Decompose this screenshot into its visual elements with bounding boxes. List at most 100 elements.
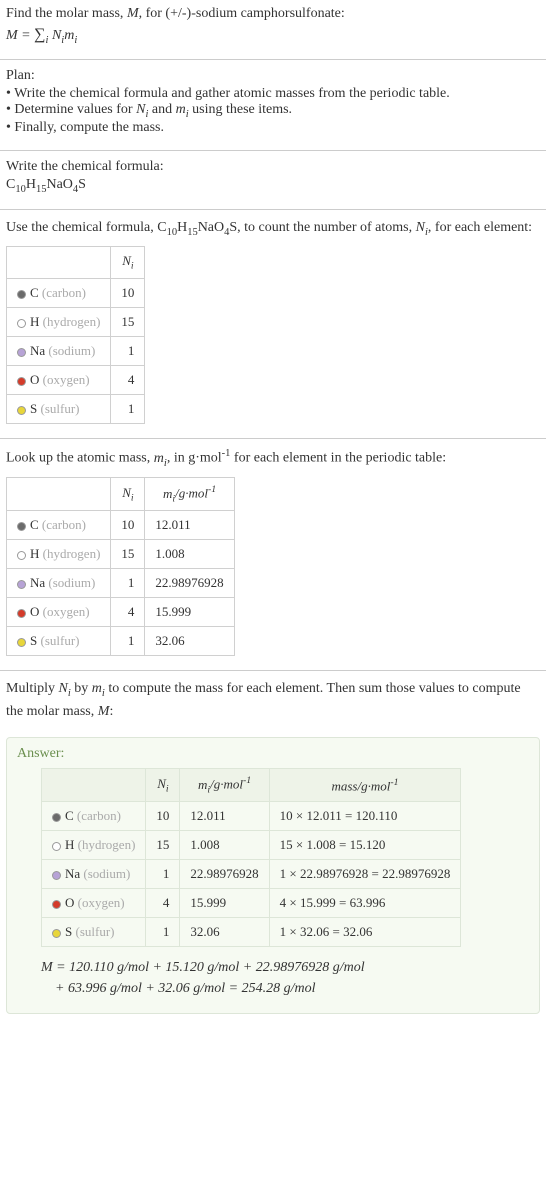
count-intro: Use the chemical formula, C10H15NaO4S, t… [6,218,540,240]
mass-calc: 1 × 22.98976928 = 22.98976928 [269,860,461,889]
element-cell: Na (sodium) [42,860,146,889]
header-section: Find the molar mass, M, for (+/-)-sodium… [0,0,546,55]
element-name: (carbon) [42,517,86,532]
ni-value: 1 [111,569,145,598]
ni-value: 1 [146,860,180,889]
element-dot-icon [17,290,26,299]
ni-value: 4 [111,598,145,627]
element-dot-icon [17,319,26,328]
mi-value: 12.011 [180,802,269,831]
ni-value: 15 [146,831,180,860]
element-name: (oxygen) [43,604,90,619]
ni-value: 1 [111,395,145,424]
element-dot-icon [52,842,61,851]
table-row: Na (sodium)122.98976928 [7,569,235,598]
element-name: (oxygen) [78,895,125,910]
element-name: (sodium) [48,575,95,590]
mass-intro: Look up the atomic mass, mi, in g·mol-1 … [6,447,540,471]
table-row: O (oxygen)415.9994 × 15.999 = 63.996 [42,889,461,918]
empty-header [42,769,146,802]
table-row: S (sulfur)132.06 [7,627,235,656]
element-cell: H (hydrogen) [7,540,111,569]
chemical-formula: C10H15NaO4S [6,177,540,195]
final-line-2: + 63.996 g/mol + 32.06 g/mol = 254.28 g/… [41,978,529,999]
plan-item: Write the chemical formula and gather at… [6,86,540,102]
element-symbol: Na [65,866,80,881]
element-cell: S (sulfur) [7,627,111,656]
table-row: S (sulfur)1 [7,395,145,424]
mi-value: 1.008 [180,831,269,860]
ni-value: 1 [111,627,145,656]
multiply-intro: Multiply Ni by mi to compute the mass fo… [6,679,540,721]
empty-header [7,478,111,511]
ni-value: 10 [146,802,180,831]
multiply-section: Multiply Ni by mi to compute the mass fo… [0,670,546,731]
element-name: (sulfur) [40,401,79,416]
element-symbol: O [30,604,39,619]
element-name: (hydrogen) [78,837,136,852]
mi-value: 22.98976928 [145,569,234,598]
element-name: (oxygen) [43,372,90,387]
empty-header [7,247,111,279]
element-symbol: H [30,546,39,561]
element-cell: H (hydrogen) [7,308,111,337]
ni-value: 10 [111,279,145,308]
element-cell: S (sulfur) [7,395,111,424]
element-symbol: H [30,314,39,329]
table-row: C (carbon)1012.011 [7,511,235,540]
final-line-1: M = 120.110 g/mol + 15.120 g/mol + 22.98… [41,957,529,978]
count-atoms-section: Use the chemical formula, C10H15NaO4S, t… [0,209,546,434]
element-dot-icon [17,609,26,618]
problem-statement: Find the molar mass, M, for (+/-)-sodium… [6,4,540,24]
element-cell: O (oxygen) [7,366,111,395]
plan-item: Finally, compute the mass. [6,120,540,136]
table-header-row: Ni [7,247,145,279]
element-symbol: S [30,633,37,648]
element-cell: H (hydrogen) [42,831,146,860]
mass-header: mass/g·mol-1 [269,769,461,802]
table-row: H (hydrogen)151.008 [7,540,235,569]
plan-item: Determine values for Ni and mi using the… [6,102,540,120]
element-name: (sodium) [83,866,130,881]
answer-box: Answer: Ni mi/g·mol-1 mass/g·mol-1 C (ca… [6,737,540,1014]
plan-title: Plan: [6,68,540,84]
element-dot-icon [17,522,26,531]
table-row: O (oxygen)4 [7,366,145,395]
element-dot-icon [52,813,61,822]
element-name: (sulfur) [75,924,114,939]
element-cell: C (carbon) [42,802,146,831]
mass-calc: 4 × 15.999 = 63.996 [269,889,461,918]
formula-title: Write the chemical formula: [6,159,540,175]
element-symbol: Na [30,575,45,590]
element-symbol: O [65,895,74,910]
chemical-formula-section: Write the chemical formula: C10H15NaO4S [0,150,546,205]
ni-value: 10 [111,511,145,540]
molar-mass-formula: M = ∑i Nimi [6,26,540,46]
element-dot-icon [52,871,61,880]
final-equation: M = 120.110 g/mol + 15.120 g/mol + 22.98… [17,957,529,999]
mi-value: 1.008 [145,540,234,569]
element-name: (sulfur) [40,633,79,648]
element-name: (carbon) [77,808,121,823]
table-row: H (hydrogen)151.00815 × 1.008 = 15.120 [42,831,461,860]
mass-table: Ni mi/g·mol-1 C (carbon)1012.011H (hydro… [6,477,235,656]
answer-title: Answer: [17,746,529,762]
element-cell: C (carbon) [7,511,111,540]
mi-value: 15.999 [145,598,234,627]
element-dot-icon [17,638,26,647]
element-cell: Na (sodium) [7,569,111,598]
ni-value: 4 [111,366,145,395]
mass-calc: 10 × 12.011 = 120.110 [269,802,461,831]
element-symbol: Na [30,343,45,358]
table-row: C (carbon)1012.01110 × 12.011 = 120.110 [42,802,461,831]
count-table: Ni C (carbon)10H (hydrogen)15Na (sodium)… [6,246,145,424]
ni-header: Ni [111,478,145,511]
element-symbol: C [30,517,39,532]
ni-header: Ni [146,769,180,802]
element-dot-icon [17,377,26,386]
element-symbol: H [65,837,74,852]
ni-value: 1 [146,918,180,947]
table-row: C (carbon)10 [7,279,145,308]
mi-value: 22.98976928 [180,860,269,889]
table-row: Na (sodium)1 [7,337,145,366]
